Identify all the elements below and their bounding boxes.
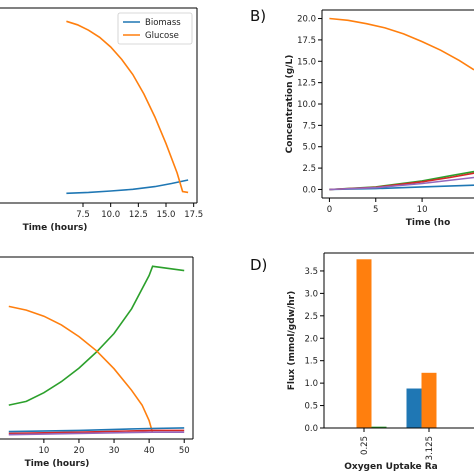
y-tick-label: 2.5 xyxy=(304,312,318,322)
series-line-1 xyxy=(8,305,154,434)
y-tick-label: 15.0 xyxy=(297,57,316,67)
series-line-0 xyxy=(329,17,474,71)
bar-3.125-1 xyxy=(421,372,437,428)
bar-0.25-2 xyxy=(371,426,387,428)
series-line-2 xyxy=(8,427,185,433)
series-line-0 xyxy=(8,265,185,406)
x-tick-label: 0.25 xyxy=(360,436,370,455)
x-tick-label: 12.5 xyxy=(129,210,148,220)
y-tick-label: 1.5 xyxy=(304,357,318,367)
y-tick-label: 12.5 xyxy=(297,79,316,89)
y-tick-label: 3.0 xyxy=(304,289,318,299)
y-tick-label: 20.0 xyxy=(297,15,316,25)
series-line-3 xyxy=(8,429,185,435)
axes-frame xyxy=(323,252,474,429)
panel-c: 10 20 30 40 50 Time (hours) xyxy=(0,256,194,469)
x-axis-label: Time (hours) xyxy=(23,223,88,233)
legend-box xyxy=(117,12,193,45)
x-axis-label: Time (ho xyxy=(406,218,451,228)
y-tick-label: 10.0 xyxy=(297,100,316,110)
axes-frame xyxy=(0,256,194,440)
axes-frame xyxy=(0,7,198,204)
x-tick-label: 10 xyxy=(417,205,428,215)
x-tick-label: 3.125 xyxy=(425,436,435,460)
x-tick-label: 30 xyxy=(109,446,120,456)
series-line-glucose xyxy=(66,20,189,194)
series-line-4 xyxy=(329,176,474,191)
x-tick-label: 5 xyxy=(373,205,378,215)
x-tick-label: 20 xyxy=(74,446,85,456)
axes-frame xyxy=(321,9,474,199)
panel-a: 7.5 10.0 12.5 15.0 17.5 Time (hours) Biomass Gl… xyxy=(0,7,203,233)
legend: Biomass Glucose xyxy=(117,12,193,45)
panel-b: 0 5 10 0.0 2.5 5.0 7.5 10.0 12.5 15.0 17.5 20.0 Time… xyxy=(250,7,474,228)
panel-d: 0.25 3.125 0.0 0.5 1.0 1.5 2.0 2.5 3.0 3.5 Oxygen … xyxy=(250,252,474,472)
y-tick-label: 0.0 xyxy=(302,185,316,195)
y-tick-label: 2.5 xyxy=(302,164,316,174)
y-axis-label: Concentration (g/L) xyxy=(285,55,295,154)
x-tick-label: 50 xyxy=(179,446,190,456)
y-axis-label: Flux (mmol/gdw/hr) xyxy=(287,291,297,390)
bar-0.25-1 xyxy=(356,259,372,428)
y-tick-label: 3.5 xyxy=(304,267,318,277)
bar-3.125-0 xyxy=(406,388,422,428)
x-axis-label: Oxygen Uptake Ra xyxy=(344,462,438,472)
y-tick-label: 0.0 xyxy=(304,424,318,434)
panel-label: D) xyxy=(250,256,267,274)
y-tick-label: 1.0 xyxy=(304,379,318,389)
x-tick-label: 15.0 xyxy=(157,210,176,220)
y-tick-label: 7.5 xyxy=(302,121,316,131)
x-tick-label: 10 xyxy=(38,446,49,456)
legend-entry: Glucose xyxy=(145,31,179,41)
panel-label: B) xyxy=(250,7,266,25)
series-line-4 xyxy=(8,431,185,436)
x-tick-label: 10.0 xyxy=(101,210,120,220)
y-tick-label: 2.0 xyxy=(304,334,318,344)
x-tick-label: 0 xyxy=(327,205,332,215)
y-tick-label: 17.5 xyxy=(297,36,316,46)
y-tick-label: 5.0 xyxy=(302,143,316,153)
x-tick-label: 17.5 xyxy=(184,210,203,220)
legend-entry: Biomass xyxy=(145,18,181,28)
x-tick-label: 7.5 xyxy=(76,210,90,220)
x-axis-label: Time (hours) xyxy=(25,459,90,469)
y-tick-label: 0.5 xyxy=(304,402,318,412)
x-tick-label: 40 xyxy=(144,446,155,456)
series-line-biomass xyxy=(66,179,189,195)
